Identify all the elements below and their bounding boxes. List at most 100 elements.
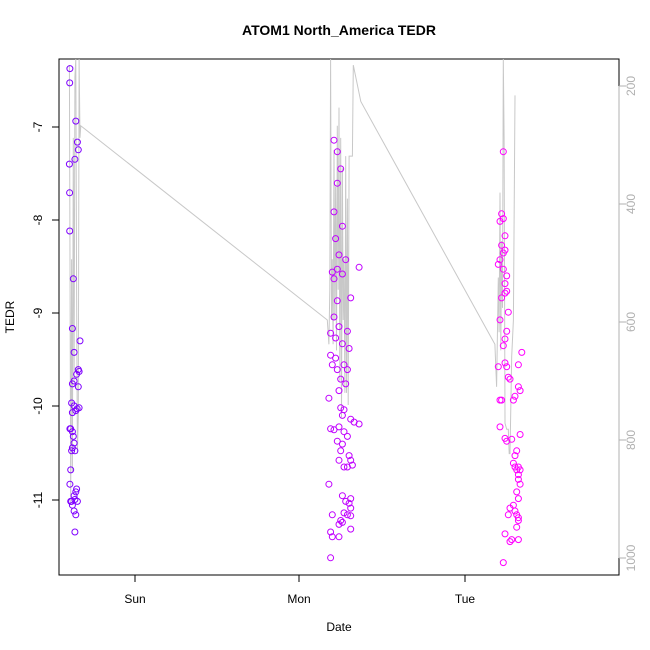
data-point-148 — [516, 387, 524, 395]
data-point-135 — [503, 327, 511, 335]
data-point-39 — [72, 511, 80, 519]
y-tick-label-2: -8 — [31, 214, 45, 225]
data-point-28 — [67, 466, 75, 474]
data-point-175 — [504, 511, 512, 519]
data-point-177 — [506, 538, 514, 546]
data-point-86 — [340, 428, 348, 436]
data-point-176 — [501, 530, 509, 538]
data-point-29 — [66, 480, 74, 488]
data-point-27 — [71, 447, 79, 455]
data-point-75 — [335, 387, 343, 395]
data-point-137 — [499, 342, 507, 350]
data-point-109 — [328, 511, 336, 519]
data-point-179 — [514, 536, 522, 544]
x-tick-label-tue: Tue — [455, 592, 476, 606]
data-point-125 — [496, 256, 504, 264]
data-point-126 — [494, 260, 502, 268]
data-point-95 — [348, 461, 356, 469]
data-point-98 — [338, 492, 346, 500]
data-point-24 — [70, 439, 78, 447]
data-point-94 — [340, 463, 348, 471]
data-point-146 — [511, 392, 519, 400]
data-point-90 — [337, 447, 345, 455]
data-point-65 — [338, 340, 346, 348]
data-point-43 — [71, 155, 79, 163]
data-point-133 — [504, 308, 512, 316]
points-layer — [65, 65, 526, 567]
data-point-73 — [343, 366, 351, 374]
data-point-17 — [74, 383, 82, 391]
right-tick-label-1: 200 — [624, 76, 638, 96]
y-tick-label-4: -10 — [31, 397, 45, 415]
data-point-140 — [504, 373, 512, 381]
chart-title: ATOM1 North_America TEDR — [242, 22, 436, 38]
data-point-67 — [345, 345, 353, 352]
data-point-104 — [343, 511, 351, 519]
data-point-134 — [496, 316, 504, 324]
data-point-117 — [499, 148, 507, 156]
x-tick-label-sun: Sun — [124, 592, 145, 606]
data-point-139 — [503, 363, 511, 371]
data-point-96 — [335, 456, 343, 464]
data-point-3 — [66, 189, 74, 197]
x-axis: Sun Mon Tue Date — [124, 574, 476, 634]
data-point-63 — [327, 329, 335, 337]
data-point-47 — [333, 148, 341, 156]
data-point-52 — [332, 235, 340, 243]
data-point-120 — [496, 217, 504, 225]
data-point-105 — [347, 512, 355, 520]
y-tick-label-3: -9 — [31, 307, 45, 318]
data-point-0 — [66, 65, 74, 73]
data-point-150 — [514, 361, 522, 369]
data-point-141 — [506, 375, 514, 383]
altitude-line — [68, 58, 516, 503]
data-point-129 — [501, 280, 509, 288]
data-point-136 — [501, 335, 509, 343]
data-point-127 — [499, 265, 507, 273]
data-point-40 — [71, 528, 79, 536]
y-tick-label-1: -7 — [31, 121, 45, 132]
data-point-121 — [501, 232, 509, 240]
data-point-162 — [509, 459, 517, 467]
data-point-9 — [70, 377, 78, 385]
data-point-114 — [327, 554, 335, 562]
data-point-112 — [335, 533, 343, 541]
data-point-72 — [340, 361, 348, 369]
data-point-60 — [333, 297, 341, 305]
data-point-147 — [514, 383, 522, 391]
data-point-4 — [66, 227, 74, 235]
data-point-97 — [325, 480, 333, 488]
data-point-113 — [347, 525, 355, 533]
data-point-131 — [501, 289, 509, 297]
data-point-165 — [516, 480, 524, 488]
data-point-13 — [68, 409, 76, 417]
data-point-173 — [514, 517, 522, 524]
data-point-53 — [335, 251, 343, 259]
data-point-142 — [494, 363, 502, 371]
data-point-157 — [516, 431, 524, 438]
data-point-70 — [328, 361, 336, 369]
data-point-110 — [327, 528, 335, 536]
x-tick-label-mon: Mon — [287, 592, 310, 606]
data-point-44 — [74, 146, 82, 154]
data-point-37 — [68, 501, 76, 509]
data-point-5 — [69, 275, 77, 283]
data-point-85 — [335, 423, 343, 431]
data-point-45 — [76, 337, 84, 345]
data-point-115 — [355, 263, 363, 271]
altitude-line-layer — [68, 58, 516, 503]
data-point-33 — [72, 488, 80, 496]
right-tick-label-2: 400 — [624, 194, 638, 214]
data-point-171 — [514, 514, 522, 522]
data-point-180 — [499, 559, 507, 567]
data-point-87 — [343, 432, 351, 440]
data-point-156 — [513, 447, 521, 455]
data-point-54 — [333, 265, 341, 273]
data-point-42 — [73, 138, 81, 146]
data-point-46 — [330, 136, 338, 144]
data-point-101 — [345, 499, 353, 507]
data-point-108 — [335, 520, 343, 528]
data-point-80 — [338, 411, 346, 419]
data-point-118 — [498, 210, 506, 218]
data-point-56 — [330, 275, 338, 283]
